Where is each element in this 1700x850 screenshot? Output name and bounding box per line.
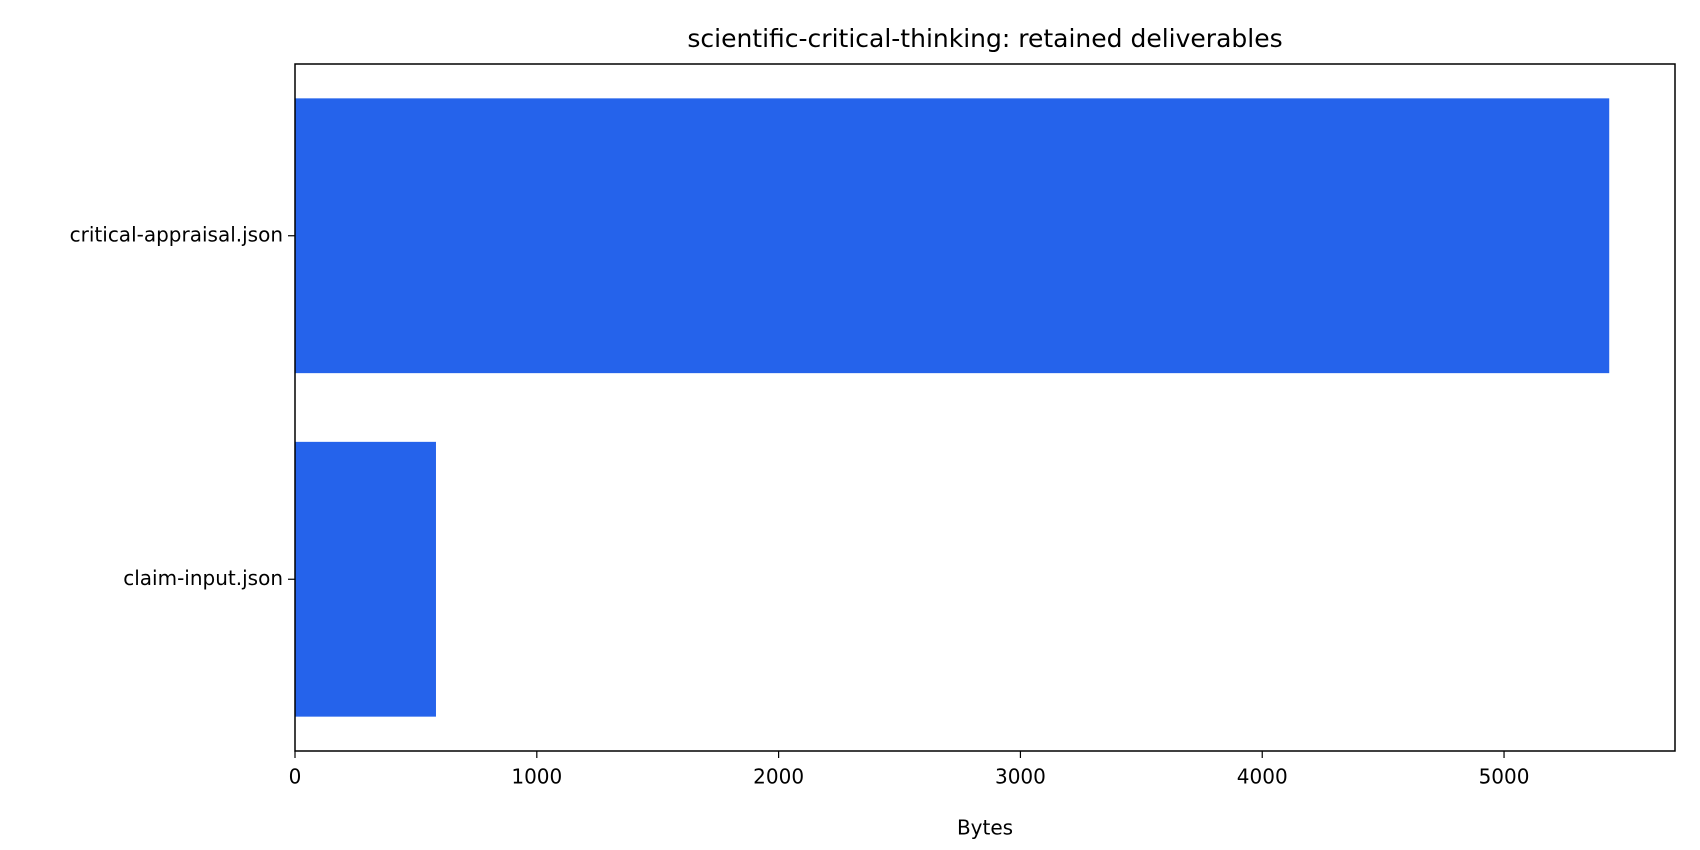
- x-tick-label: 0: [289, 765, 302, 789]
- x-tick-label: 3000: [995, 765, 1046, 789]
- chart-title: scientific-critical-thinking: retained d…: [687, 24, 1282, 53]
- plot-frame: [294, 63, 1676, 752]
- x-tick-label: 5000: [1479, 765, 1530, 789]
- x-tick-label: 1000: [511, 765, 562, 789]
- y-tick-label: critical-appraisal.json: [70, 222, 283, 246]
- y-tick-label: claim-input.json: [123, 566, 283, 590]
- x-tick-label: 4000: [1237, 765, 1288, 789]
- x-axis-label: Bytes: [957, 816, 1013, 840]
- x-tick-label: 2000: [753, 765, 804, 789]
- bar: [295, 98, 1610, 374]
- bar: [295, 441, 436, 717]
